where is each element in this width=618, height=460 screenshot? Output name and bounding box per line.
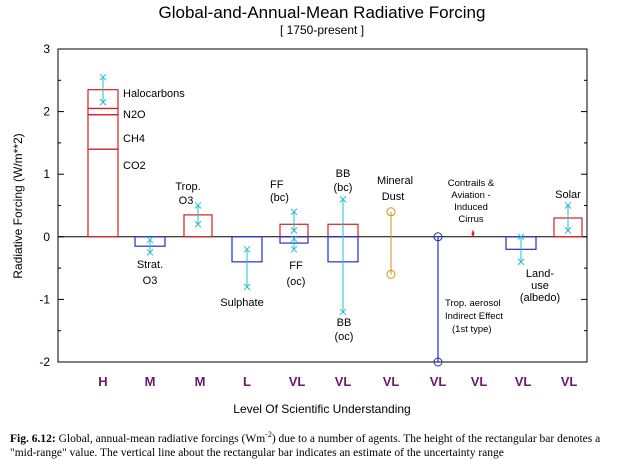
- ff-bc-label: FF: [270, 179, 284, 191]
- indirect-effect-lower-circle: [433, 357, 443, 367]
- strat-o3-label-2: O3: [143, 275, 158, 287]
- sulphate-label: Sulphate: [220, 297, 263, 309]
- bb-x-mark: [339, 195, 347, 203]
- caption-text: Global, annual-mean radiative forcings (…: [55, 432, 266, 445]
- mineral-dust-label-2: Dust: [382, 191, 405, 203]
- contrails-dot: [471, 232, 475, 236]
- ff-bc-x-mark: [290, 208, 298, 216]
- indirect-effect-upper-circle: [433, 232, 443, 242]
- ghg-segment-n2o: [87, 107, 119, 116]
- mineral-dust-upper-circle: [386, 207, 396, 217]
- y-tick-label: -2: [39, 355, 50, 369]
- bb-bc-label-2: (bc): [334, 182, 353, 194]
- losu-label: H: [98, 374, 107, 389]
- losu-label: L: [243, 374, 251, 389]
- losu-label: M: [195, 374, 206, 389]
- solar-x-mark: [564, 227, 572, 234]
- caption-text-2: ) due to a number of agents. The height …: [10, 432, 601, 459]
- ch4-label: CH4: [123, 133, 145, 145]
- x-axis-label: Level Of Scientific Understanding: [233, 402, 410, 416]
- chart-subtitle: [ 1750-present ]: [280, 23, 364, 37]
- ghg-segment-co2: [87, 148, 119, 238]
- ff-oc-label: FF: [289, 260, 303, 272]
- ghg-x-mark: [99, 98, 107, 106]
- land-use-label-3: (albedo): [520, 292, 560, 304]
- bb-oc-label-2: (oc): [335, 331, 354, 343]
- ff-oc-label-2: (oc): [287, 276, 306, 288]
- losu-label: M: [145, 374, 156, 389]
- trop-o3-x-mark: [194, 220, 202, 228]
- trop-o3-label-2: O3: [179, 195, 194, 207]
- ghg-x-mark: [99, 73, 107, 81]
- trop-o3-x-mark: [194, 202, 202, 209]
- losu-label: VL: [515, 374, 532, 389]
- chart-title: Global-and-Annual-Mean Radiative Forcing: [159, 3, 486, 22]
- co2-label: CO2: [123, 160, 146, 172]
- losu-label: VL: [335, 374, 352, 389]
- strat-o3-x-mark: [146, 249, 154, 256]
- mineral-dust-label: Mineral: [377, 175, 413, 187]
- trop-o3-label: Trop.: [175, 181, 200, 193]
- y-tick-label: 0: [43, 230, 50, 244]
- contrails-label: Contrails &: [448, 178, 495, 189]
- ff-oc-x-mark: [290, 235, 298, 243]
- y-axis-label: Radiative Forcing (W/m**2): [11, 133, 25, 278]
- bb-bc-label: BB: [336, 168, 351, 180]
- plot-area: 3 2 1 0 -1 -2 Halocarbons N2O CH4 CO2 Strat. O3 Trop…: [39, 42, 588, 389]
- land-use-x-mark: [517, 233, 525, 241]
- losu-label: VL: [471, 374, 488, 389]
- land-use-label-2: use: [531, 280, 549, 292]
- ff-bc-x-mark: [290, 227, 298, 234]
- y-tick-label: 1: [43, 167, 50, 181]
- land-use-label: Land-: [526, 268, 554, 280]
- n2o-label: N2O: [123, 109, 146, 121]
- ff-bc-label-2: (bc): [270, 192, 289, 204]
- caption-label: Fig. 6.12:: [10, 432, 56, 445]
- mineral-dust-lower-circle: [386, 269, 396, 279]
- losu-label: VL: [289, 374, 306, 389]
- y-tick-label: 3: [43, 42, 50, 56]
- contrails-label-2: Aviation -: [451, 190, 490, 201]
- strat-o3-x-mark: [146, 236, 154, 244]
- radiative-forcing-chart: Global-and-Annual-Mean Radiative Forcing…: [11, 3, 588, 416]
- strat-o3-label: Strat.: [137, 259, 163, 271]
- solar-x-mark: [564, 202, 572, 209]
- contrails-label-4: Cirrus: [458, 214, 484, 225]
- caption-sup: -2: [265, 430, 272, 439]
- ghg-segment-ch4: [87, 114, 119, 150]
- land-use-x-mark: [517, 258, 525, 266]
- y-tick-label: -1: [39, 292, 50, 306]
- ff-oc-x-mark: [290, 245, 298, 253]
- figure-caption: Fig. 6.12: Global, annual-mean radiative…: [10, 428, 610, 460]
- bb-oc-label: BB: [337, 317, 352, 329]
- losu-label: VL: [561, 374, 578, 389]
- sulphate-x-mark: [243, 245, 251, 253]
- contrails-label-3: Induced: [454, 202, 488, 213]
- y-tick-label: 2: [43, 105, 50, 119]
- solar-label: Solar: [555, 189, 581, 201]
- indirect-effect-label-3: (1st type): [452, 324, 492, 335]
- halocarbons-label: Halocarbons: [123, 88, 185, 100]
- losu-label: VL: [383, 374, 400, 389]
- losu-label: VL: [430, 374, 447, 389]
- indirect-effect-label-2: Indirect Effect: [445, 311, 503, 322]
- bb-x-mark: [339, 308, 347, 316]
- sulphate-x-mark: [243, 283, 251, 291]
- indirect-effect-label: Trop. aerosol: [445, 298, 501, 309]
